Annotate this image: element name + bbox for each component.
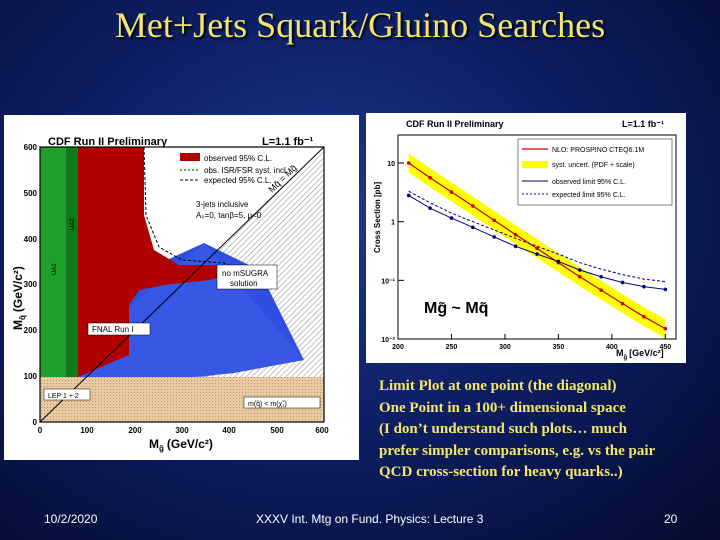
xs-annotation: Mg̃ ~ Mq̃ [424, 300, 488, 317]
xs-y-tick-3: 10 [387, 161, 395, 168]
x-tick-0: 0 [38, 426, 43, 435]
fnal-label: FNAL Run I [92, 325, 134, 334]
lep2-label: m(q̃) < m(χ̃₁) [248, 401, 287, 408]
series-0-point-0 [406, 161, 411, 165]
series-2-point-7 [556, 259, 561, 264]
x-tick-500: 500 [270, 426, 284, 435]
y-tick-100: 100 [24, 372, 38, 381]
exclusion-plot: CDF Run II Preliminary L=1.1 fb⁻¹ observ… [11, 136, 329, 453]
xs-x-tick-4: 400 [606, 344, 618, 351]
legend-nlo: NLO: PROSPINO CTEQ6.1M [552, 147, 644, 154]
slide-title: Met+Jets Squark/Gluino Searches [114, 5, 606, 45]
xs-x-tick-1: 250 [446, 344, 458, 351]
xs-y-tick-1: 10⁻¹ [381, 278, 395, 285]
series-2-point-3 [471, 225, 475, 230]
series-0-point-12 [663, 326, 668, 331]
footer-center: XXXV Int. Mtg on Fund. Physics: Lecture … [256, 512, 484, 526]
left-plot-header: CDF Run II Preliminary [48, 136, 168, 148]
legend-expected: expected 95% C.L. [204, 176, 272, 185]
lep-label: LEP 1 + 2 [48, 393, 79, 400]
xs-y-tick-2: 1 [391, 220, 395, 227]
note-line-3: (I don’t understand such plots… much [379, 421, 627, 437]
xs-y-axis-title: Cross Section [pb] [373, 182, 382, 253]
slide-notes: Limit Plot at one point (the diagonal) O… [379, 376, 717, 484]
series-2-point-1 [428, 206, 432, 210]
note-line-2: One Point in a 100+ dimensional space [379, 399, 626, 416]
ua1-region [40, 147, 66, 377]
series-0-point-11 [642, 314, 646, 319]
series-2-point-12 [663, 287, 668, 292]
y-axis-title: Mq̃(GeV/c²) [11, 266, 27, 330]
no-msugra-label-2: solution [230, 279, 258, 288]
series-0-point-9 [599, 288, 603, 292]
ua1-label: UA1 [52, 263, 58, 275]
legend-syst-swatch [522, 161, 548, 168]
legend-syst: syst. uncert. (PDF + scale) [552, 162, 635, 169]
xs-x-axis-title: Mg̃ [GeV/c²] [616, 348, 664, 361]
series-0-point-1 [428, 175, 432, 180]
no-msugra-label-1: no mSUGRA [222, 269, 269, 278]
series-0-point-8 [577, 274, 582, 279]
exclusion-plot-panel: CDF Run II Preliminary L=1.1 fb⁻¹ observ… [4, 115, 359, 460]
x-axis-title: Mg̃ (GeV/c²) [149, 437, 213, 453]
series-0-point-6 [535, 246, 539, 251]
series-0-point-3 [471, 204, 475, 208]
xs-x-tick-2: 300 [499, 344, 511, 351]
series-2-point-10 [620, 280, 625, 285]
xs-y-tick-0: 10⁻² [381, 337, 395, 344]
series-2-point-9 [599, 274, 603, 279]
y-tick-600: 600 [24, 143, 38, 152]
xs-x-tick-0: 200 [392, 344, 404, 351]
y-tick-0: 0 [33, 418, 38, 427]
ua2-label: UA2 [70, 218, 76, 230]
ua2-region [66, 147, 78, 377]
left-plot-lumi: L=1.1 fb⁻¹ [262, 136, 314, 148]
x-tick-100: 100 [80, 426, 94, 435]
annotation-line-1: 3-jets inclusive [196, 200, 249, 209]
series-2-point-0 [406, 193, 411, 198]
syst-uncert-band [408, 153, 666, 339]
note-line-5: QCD cross-section for heavy quarks..) [379, 464, 623, 480]
legend-expected-limit: expected limit 95% C.L. [552, 192, 626, 199]
note-line-1: Limit Plot at one point (the diagonal) [379, 378, 617, 394]
annotation-line-2: A₀=0, tanβ=5, μ<0 [196, 211, 262, 220]
note-line-4: prefer simpler comparisons, e.g. vs the … [379, 442, 656, 459]
series-0-point-10 [620, 301, 625, 306]
series-0-point-4 [492, 218, 497, 223]
cross-section-plot: CDF Run II Preliminary L=1.1 fb⁻¹ Cross … [373, 119, 677, 361]
y-tick-300: 300 [24, 280, 38, 289]
series-2-point-5 [513, 244, 518, 249]
y-tick-200: 200 [24, 326, 38, 335]
x-tick-400: 400 [222, 426, 236, 435]
xs-x-tick-5: 450 [659, 344, 671, 351]
x-tick-200: 200 [128, 426, 142, 435]
xs-plot-lumi: L=1.1 fb⁻¹ [622, 119, 664, 129]
legend-observed-swatch [180, 153, 200, 161]
legend-obs-isr: obs. ISR/FSR syst. incl. [204, 166, 288, 175]
series-0-point-5 [513, 232, 518, 237]
x-tick-600: 600 [315, 426, 329, 435]
series-2-point-11 [642, 284, 646, 289]
legend-observed: observed 95% C.L. [204, 154, 272, 163]
series-2-point-8 [577, 268, 582, 272]
y-tick-500: 500 [24, 189, 38, 198]
footer-page: 20 [664, 512, 678, 526]
cross-section-plot-panel: CDF Run II Preliminary L=1.1 fb⁻¹ Cross … [366, 113, 686, 363]
x-tick-300: 300 [175, 426, 189, 435]
series-2-point-4 [492, 235, 497, 239]
footer-date: 10/2/2020 [44, 512, 98, 526]
observed-excluded-region [78, 147, 239, 377]
expected-contour [143, 146, 243, 272]
xs-plot-title: CDF Run II Preliminary [406, 119, 504, 129]
series-line-3 [408, 190, 666, 283]
diagonal-line [39, 146, 325, 423]
series-2-point-6 [535, 252, 539, 256]
legend-observed-limit: observed limit 95% C.L. [552, 179, 626, 186]
series-2-point-2 [449, 216, 454, 220]
series-0-point-2 [449, 190, 454, 194]
xs-x-tick-3: 350 [553, 344, 565, 351]
y-tick-400: 400 [24, 235, 38, 244]
